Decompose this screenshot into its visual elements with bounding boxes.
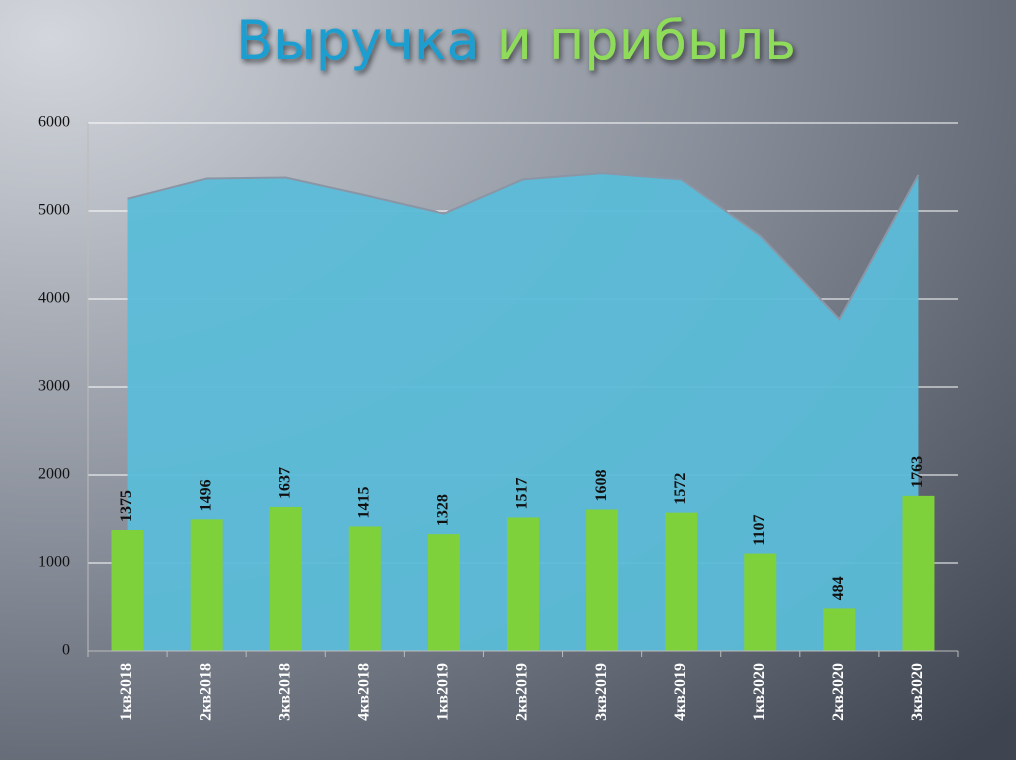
x-tick-label: 3кв2018 [276,663,293,721]
x-tick-label: 4кв2018 [355,663,372,721]
bar [507,517,539,651]
x-tick-label: 2кв2018 [197,663,214,721]
x-tick-label: 1кв2019 [435,663,452,721]
bar [665,512,698,651]
x-tick-label: 3кв2020 [909,663,926,721]
data-label: 1375 [118,490,135,522]
data-label: 1496 [197,479,214,511]
x-tick-label: 1кв2020 [751,663,768,721]
title-part: и прибыль [497,9,796,72]
x-tick-label: 2кв2020 [830,663,847,721]
bar [586,509,619,651]
area-line [127,172,920,321]
y-tick-label: 6000 [38,114,70,131]
bar [902,495,935,651]
y-tick-label: 3000 [38,378,70,395]
data-label: 1415 [355,486,372,518]
x-tick-label: 3кв2019 [593,663,610,721]
area [127,173,919,651]
y-tick-label: 1000 [38,554,70,571]
bar [823,608,856,651]
y-tick-label: 4000 [38,290,70,307]
data-label: 1107 [751,514,768,545]
data-label: 1763 [909,456,926,488]
data-label: 1517 [514,478,531,510]
bar [190,519,223,651]
y-tick-label: 0 [62,642,70,659]
x-tick-label: 1кв2018 [118,663,135,721]
data-label: 484 [830,576,847,600]
data-label: 1608 [593,469,610,501]
data-label: 1637 [276,467,293,499]
x-tick-label: 4кв2019 [672,663,689,721]
x-tick-label: 2кв2019 [514,663,531,721]
y-tick-label: 5000 [38,202,70,219]
bar [744,553,777,651]
bar [427,534,460,651]
bar [269,506,302,651]
chart-title: Выручка и прибыль [236,9,796,72]
bar [348,526,381,651]
y-tick-label: 2000 [38,466,70,483]
title-part: Выручка [236,9,480,72]
bar [111,530,144,651]
data-label: 1328 [435,494,452,526]
data-label: 1572 [672,473,689,505]
